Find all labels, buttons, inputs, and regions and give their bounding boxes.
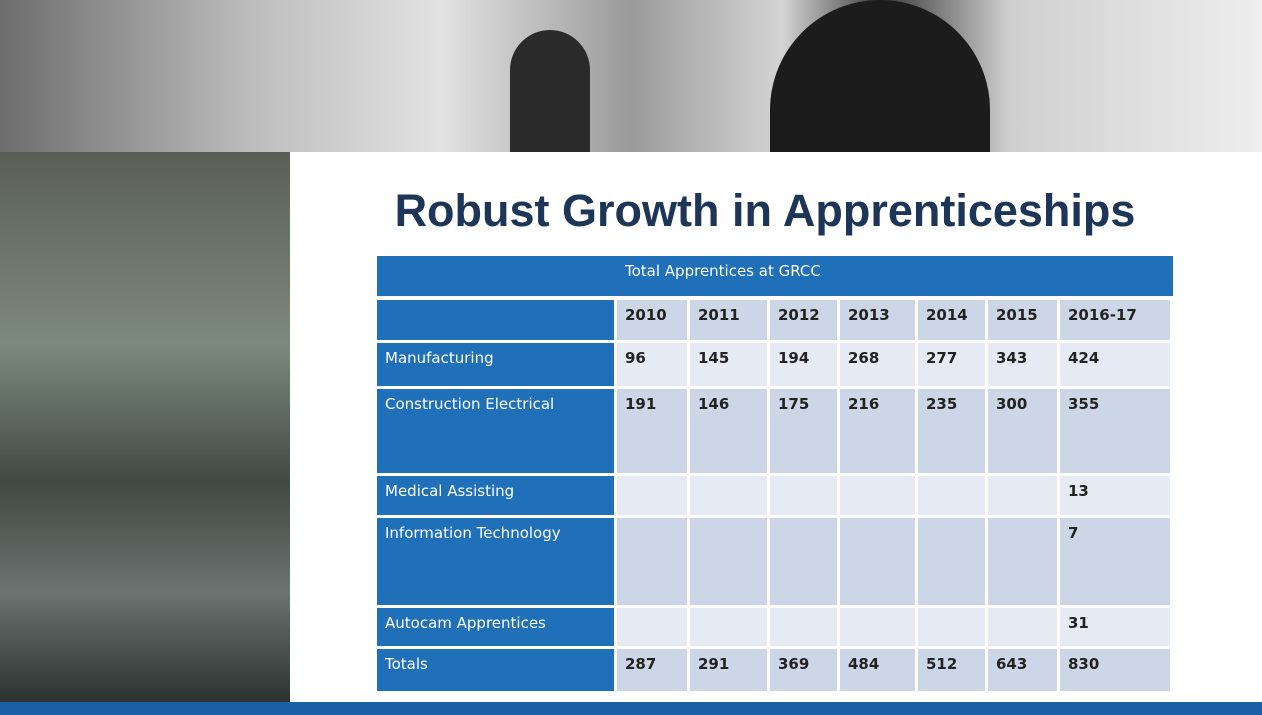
table-cell	[988, 608, 1057, 646]
table-cell	[840, 608, 915, 646]
table-cell: 31	[1060, 608, 1170, 646]
table-cell	[988, 476, 1057, 515]
table-cell: 369	[770, 649, 837, 691]
table-cell: 424	[1060, 343, 1170, 386]
column-header: 2011	[690, 300, 767, 340]
table-cell: 13	[1060, 476, 1170, 515]
footer-bar	[0, 702, 1262, 715]
column-header: 2013	[840, 300, 915, 340]
slide-title: Robust Growth in Apprenticeships	[290, 185, 1240, 237]
table-cell	[617, 518, 687, 605]
header-photo	[0, 0, 1262, 152]
table-cell	[770, 608, 837, 646]
table-cell	[770, 518, 837, 605]
table-cell	[617, 476, 687, 515]
table-cell	[918, 608, 985, 646]
table-cell: 484	[840, 649, 915, 691]
table-cell: 277	[918, 343, 985, 386]
table-cell: 145	[690, 343, 767, 386]
table-cell	[988, 518, 1057, 605]
table-cell	[770, 476, 837, 515]
row-label: Medical Assisting	[377, 476, 614, 515]
table-cell: 96	[617, 343, 687, 386]
table-cell: 300	[988, 389, 1057, 473]
table-cell	[918, 476, 985, 515]
table-cell	[617, 608, 687, 646]
row-label: Totals	[377, 649, 614, 691]
table-cell	[690, 476, 767, 515]
column-header: 2010	[617, 300, 687, 340]
table-cell	[918, 518, 985, 605]
table-cell	[840, 476, 915, 515]
table-cell	[690, 608, 767, 646]
table-cell	[840, 518, 915, 605]
row-label: Information Technology	[377, 518, 614, 605]
window	[510, 30, 590, 152]
column-header: 2012	[770, 300, 837, 340]
row-label: Construction Electrical	[377, 389, 614, 473]
column-header: 2015	[988, 300, 1057, 340]
column-header: 2014	[918, 300, 985, 340]
table-cell	[690, 518, 767, 605]
table-cell: 191	[617, 389, 687, 473]
table-cell: 268	[840, 343, 915, 386]
table-cell: 830	[1060, 649, 1170, 691]
row-label	[377, 300, 614, 340]
table-caption: Total Apprentices at GRCC	[617, 256, 1173, 296]
table-cell: 643	[988, 649, 1057, 691]
slide: Robust Growth in Apprenticeships Total A…	[0, 0, 1262, 715]
table-cell: 287	[617, 649, 687, 691]
table-cell: 235	[918, 389, 985, 473]
table-cell: 343	[988, 343, 1057, 386]
row-label: Manufacturing	[377, 343, 614, 386]
table-cell: 146	[690, 389, 767, 473]
column-header: 2016-17	[1060, 300, 1170, 340]
table-cell: 291	[690, 649, 767, 691]
table-cell: 7	[1060, 518, 1170, 605]
table-cell: 512	[918, 649, 985, 691]
table-cell: 175	[770, 389, 837, 473]
table-cell: 216	[840, 389, 915, 473]
table-cell: 355	[1060, 389, 1170, 473]
table-cell: 194	[770, 343, 837, 386]
side-photo	[0, 152, 290, 702]
row-label: Autocam Apprentices	[377, 608, 614, 646]
